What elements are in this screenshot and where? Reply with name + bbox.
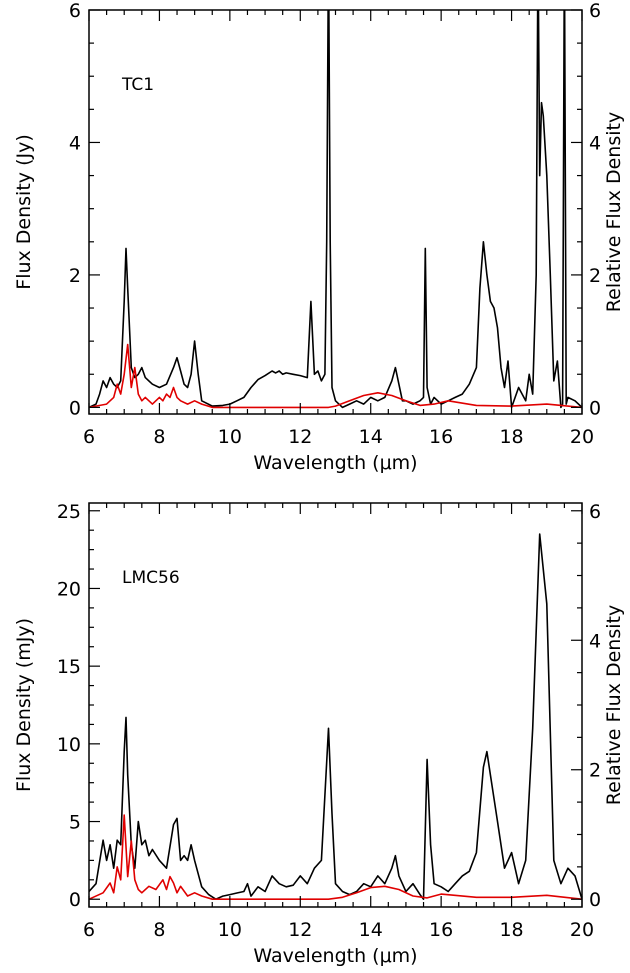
x-tick-label: 14 [359,919,383,941]
x-tick-label: 18 [499,426,523,448]
plot-frame [88,9,583,415]
y2-tick-label: 6 [589,501,601,523]
y-tick-label: 5 [69,812,81,834]
x-tick-label: 12 [288,919,312,941]
x-tick-label: 16 [429,426,453,448]
y2-tick-label: 4 [589,132,601,154]
x-tick-label: 16 [429,919,453,941]
y2-tick-label: 6 [589,0,601,22]
y-tick-label: 25 [57,501,81,523]
x-axis-title: Wavelength (μm) [253,452,417,474]
y-tick-label: 15 [57,656,81,678]
x-tick-label: 10 [218,426,242,448]
panel-2: 6 8 10 12 14 16 18 20 0 5 10 15 20 25 0 2 4 6 Wavelength (… [13,501,625,967]
plot-frame [88,502,583,908]
y2-axis-title: Relative Flux Density [603,605,625,805]
y-tick-label: 0 [69,397,81,419]
x-tick-label: 8 [153,919,165,941]
model-spectrum-line [89,343,582,409]
x-tick-label: 10 [218,919,242,941]
panel-annotation: TC1 [121,75,154,95]
x-axis-title: Wavelength (μm) [253,945,417,967]
y2-tick-label: 0 [589,397,601,419]
observed-spectrum-line [89,10,582,409]
y2-tick-label: 4 [589,630,601,652]
y-axis-title: Flux Density (Jy) [13,134,35,289]
model-spectrum-line [89,814,582,901]
y-tick-label: 6 [69,0,81,22]
y-tick-label: 10 [57,734,81,756]
x-tick-label: 6 [83,426,95,448]
x-tick-label: 18 [499,919,523,941]
y-tick-label: 20 [57,578,81,600]
y2-tick-label: 0 [589,889,601,911]
y2-axis-title: Relative Flux Density [603,112,625,312]
x-tick-label: 8 [153,426,165,448]
x-tick-label: 12 [288,426,312,448]
observed-spectrum-line [89,533,582,901]
y-axis-title: Flux Density (mJy) [13,618,35,792]
x-tick-label: 20 [570,426,594,448]
x-tick-label: 20 [570,919,594,941]
x-tick-label: 14 [359,426,383,448]
panel-annotation: LMC56 [122,568,180,588]
y-tick-label: 0 [69,889,81,911]
y-tick-label: 2 [69,265,81,287]
y2-tick-label: 2 [589,760,601,782]
y2-tick-label: 2 [589,265,601,287]
x-tick-label: 6 [83,919,95,941]
y-tick-label: 4 [69,132,81,154]
